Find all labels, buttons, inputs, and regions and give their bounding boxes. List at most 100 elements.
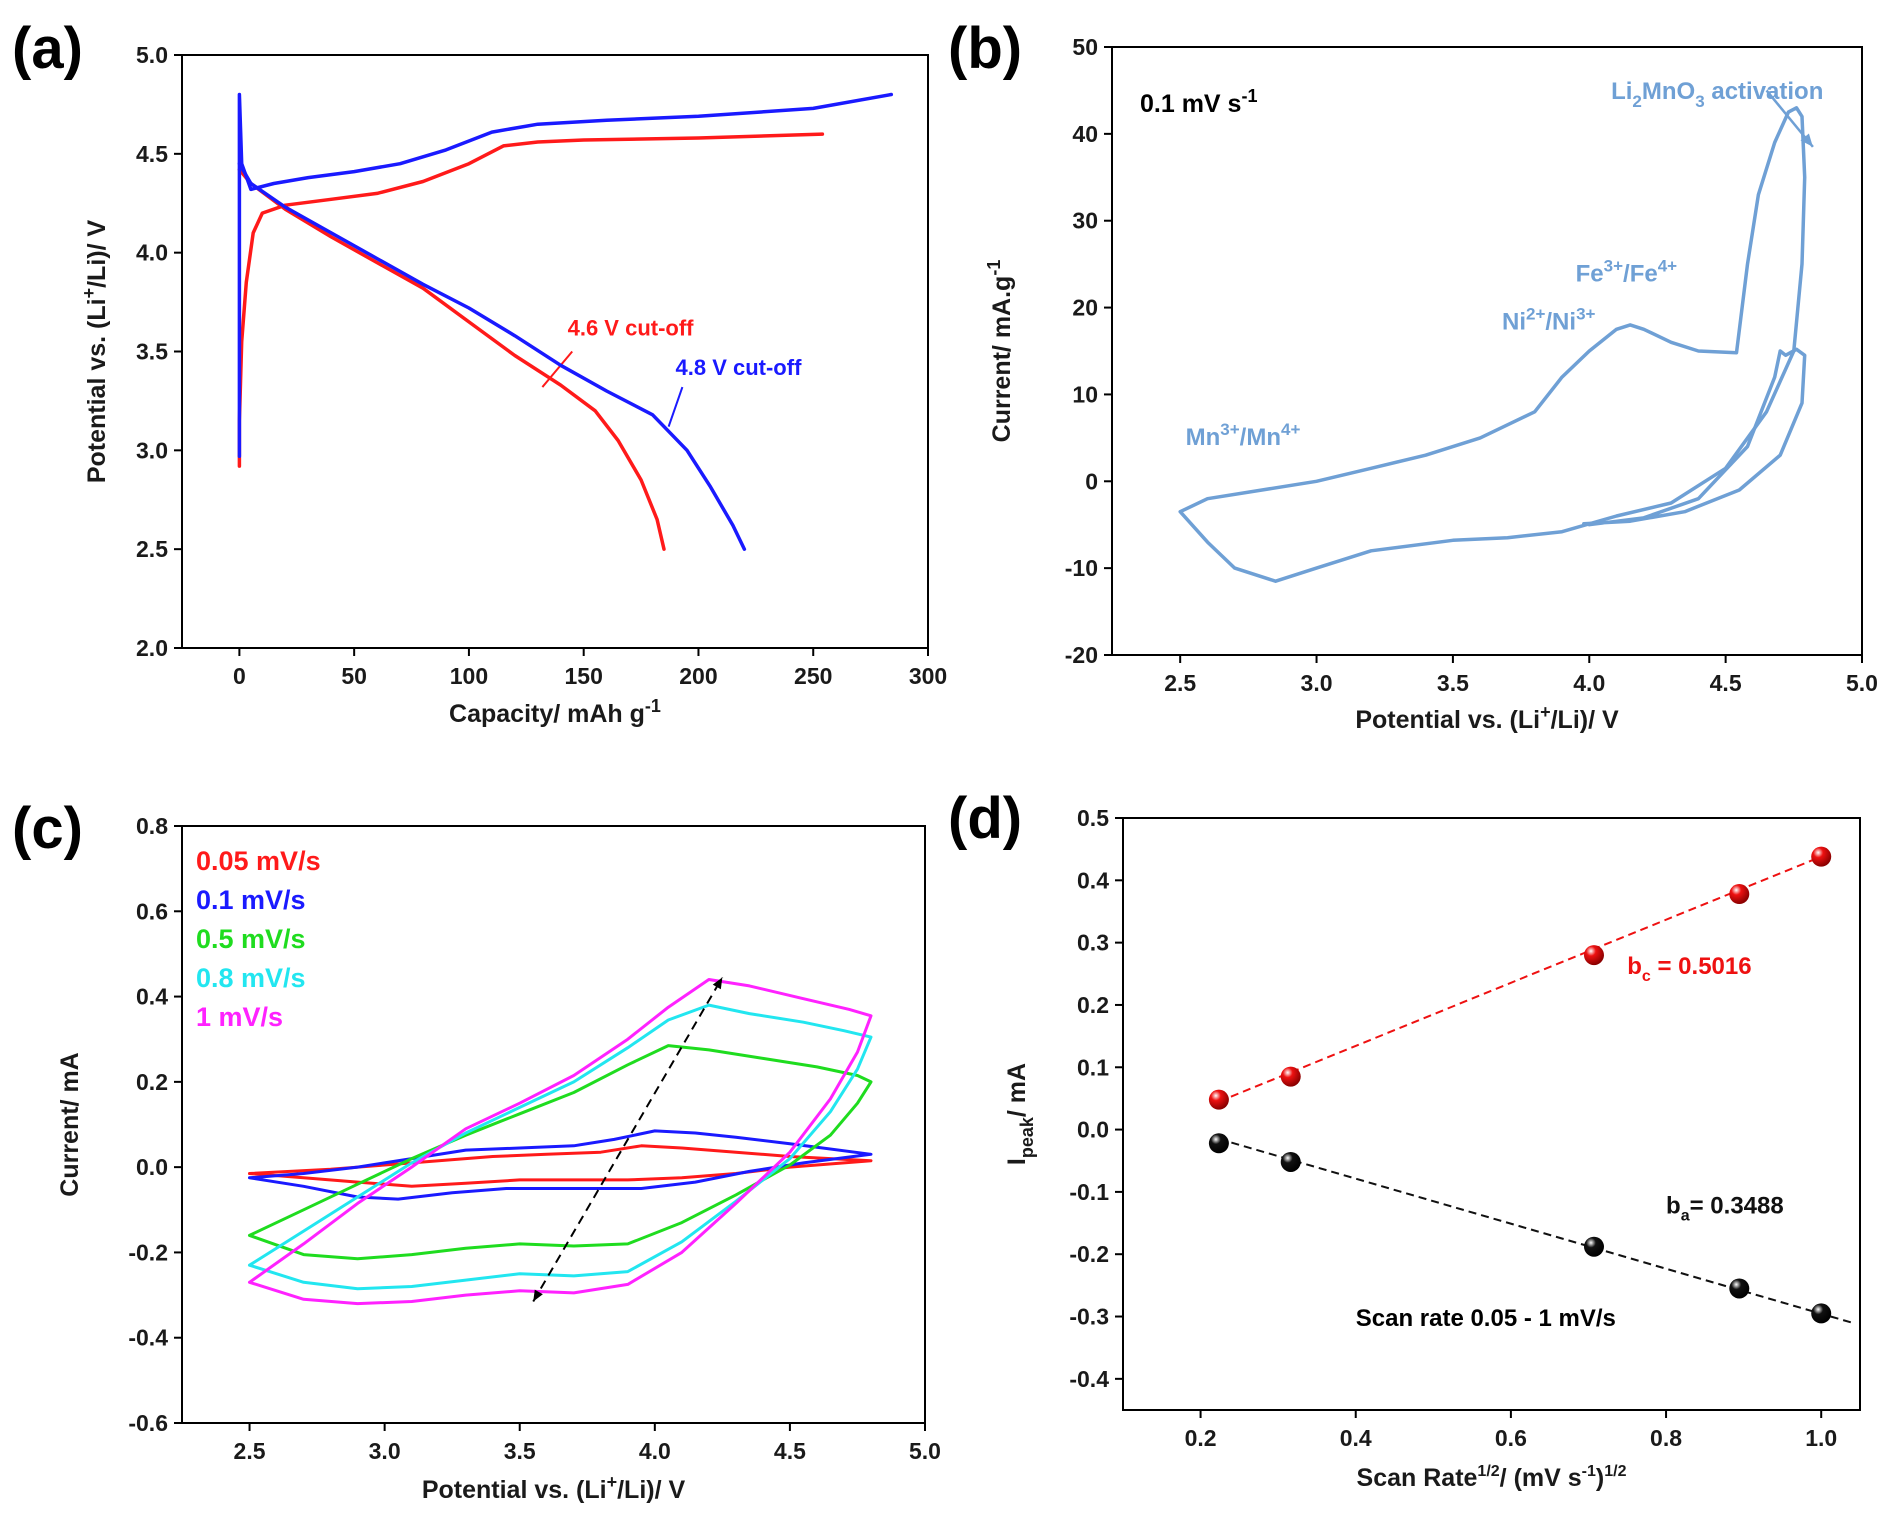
data-point bbox=[1811, 846, 1832, 867]
x-tick-label: 0.8 bbox=[1650, 1425, 1682, 1451]
data-point bbox=[1583, 945, 1604, 966]
series-1: 4.8 V cut-off bbox=[237, 92, 894, 551]
cv-loop-2 bbox=[248, 1044, 873, 1261]
y-tick-label: 0.5 bbox=[1077, 805, 1109, 831]
panel-b: 2.5 3.0 3.5 4.0 4.5 5.0 -20 -10 0 10 20 30 40 50 (b) 0.… bbox=[948, 16, 1878, 734]
y-tick-label: -0.4 bbox=[1069, 1366, 1109, 1392]
cv-curve-1 bbox=[1582, 347, 1807, 527]
y-tick-label: -0.3 bbox=[1069, 1304, 1109, 1330]
y-tick-label: 2.5 bbox=[136, 536, 168, 562]
slope-label: bc = 0.5016 bbox=[1627, 953, 1751, 985]
y-tick-label: 20 bbox=[1072, 295, 1098, 321]
data-point bbox=[1208, 1089, 1229, 1110]
peak-annotation: Fe3+/Fe4+ bbox=[1576, 257, 1678, 288]
data-point bbox=[1811, 1303, 1832, 1324]
x-tick-label: 5.0 bbox=[909, 1438, 941, 1464]
y-tick-label: 0.0 bbox=[136, 1154, 168, 1180]
plot-frame bbox=[181, 54, 929, 649]
y-tick-label: 5.0 bbox=[136, 42, 168, 68]
y-tick-label: 50 bbox=[1072, 34, 1098, 60]
trend-arrow bbox=[532, 976, 724, 1302]
y-tick-label: 0.6 bbox=[136, 898, 168, 924]
y-tick-label: 10 bbox=[1072, 381, 1098, 407]
x-tick-label: 4.5 bbox=[1710, 670, 1742, 696]
legend-entry: 0.05 mV/s bbox=[196, 846, 321, 876]
x-tick-label: 0.6 bbox=[1495, 1425, 1527, 1451]
x-tick-label: 100 bbox=[450, 663, 488, 689]
data-point bbox=[1729, 1278, 1750, 1299]
legend-entry: 0.5 mV/s bbox=[196, 924, 306, 954]
legend-entry: 0.1 mV/s bbox=[196, 885, 306, 915]
y-axis-label: Current/ mA bbox=[56, 1052, 84, 1196]
y-tick-label: 3.5 bbox=[136, 339, 168, 365]
trend-arrowhead-down bbox=[533, 1289, 543, 1302]
cv-loop-3 bbox=[248, 1003, 873, 1291]
x-tick-label: 1.0 bbox=[1805, 1425, 1837, 1451]
x-tick-label: 2.5 bbox=[1164, 670, 1196, 696]
panel-d: 0.2 0.4 0.6 0.8 1.0 -0.4 -0.3 -0.2 -0.1 0.0 0.1 0.2… bbox=[948, 786, 1861, 1492]
y-tick-label: 2.0 bbox=[136, 635, 168, 661]
y-tick-label: 4.0 bbox=[136, 240, 168, 266]
x-axis-label: Scan Rate1/2/ (mV s-1)1/2 bbox=[1357, 1463, 1627, 1492]
panel-label: (b) bbox=[948, 16, 1022, 81]
y-tick-label: 40 bbox=[1072, 121, 1098, 147]
peak-annotation: Ni2+/Ni3+ bbox=[1502, 304, 1596, 335]
data-point bbox=[1208, 1133, 1229, 1154]
slope-label: ba= 0.3488 bbox=[1666, 1193, 1784, 1225]
y-tick-label: 0.3 bbox=[1077, 930, 1109, 956]
y-tick-label: -0.6 bbox=[128, 1410, 168, 1436]
x-tick-label: 50 bbox=[341, 663, 367, 689]
cv-loop-0 bbox=[248, 1144, 873, 1188]
series-label: 4.8 V cut-off bbox=[676, 355, 803, 380]
plot-frame bbox=[1122, 817, 1861, 1411]
y-tick-label: 0.1 bbox=[1077, 1054, 1109, 1080]
charge-curve bbox=[237, 92, 894, 459]
y-tick-label: 0 bbox=[1085, 468, 1098, 494]
data-point bbox=[1280, 1151, 1301, 1172]
x-tick-label: 3.0 bbox=[369, 1438, 401, 1464]
cv-loop-1 bbox=[248, 1129, 873, 1201]
panel-a: 0 50 100 150 200 250 300 2.0 2.5 3.0 3.5 4.0 4.5 5.0 (… bbox=[12, 16, 947, 728]
peak-annotation: Mn3+/Mn4+ bbox=[1186, 420, 1301, 451]
cv-loop-4 bbox=[248, 978, 873, 1306]
data-point bbox=[1583, 1236, 1604, 1257]
y-tick-label: 0.2 bbox=[136, 1069, 168, 1095]
fit-line bbox=[1218, 855, 1822, 1103]
plot-frame bbox=[1111, 46, 1863, 656]
y-tick-label: -20 bbox=[1065, 642, 1098, 668]
plot-frame bbox=[181, 825, 926, 1424]
x-tick-label: 0.2 bbox=[1185, 1425, 1217, 1451]
cv-curve-0 bbox=[1178, 106, 1807, 583]
scan-rate-note: Scan rate 0.05 - 1 mV/s bbox=[1356, 1305, 1616, 1332]
y-tick-label: -0.1 bbox=[1069, 1179, 1109, 1205]
peak-annotation: Li2MnO3 activation bbox=[1611, 78, 1823, 111]
scan-rate-label: 0.1 mV s-1 bbox=[1140, 86, 1257, 118]
x-tick-label: 3.5 bbox=[504, 1438, 536, 1464]
trend-arrowhead-up bbox=[712, 977, 723, 990]
y-axis-label: Ipeak/ mA bbox=[1003, 1063, 1037, 1165]
panel-label: (d) bbox=[948, 786, 1022, 851]
data-point bbox=[1280, 1066, 1301, 1087]
x-tick-label: 150 bbox=[565, 663, 603, 689]
discharge-curve bbox=[237, 167, 666, 551]
y-tick-label: 0.0 bbox=[1077, 1117, 1109, 1143]
x-tick-label: 4.5 bbox=[774, 1438, 806, 1464]
y-tick-label: 0.8 bbox=[136, 813, 168, 839]
panel-label: (c) bbox=[12, 796, 83, 861]
x-tick-label: 4.0 bbox=[1573, 670, 1605, 696]
series-0: 4.6 V cut-off bbox=[237, 132, 825, 551]
x-tick-label: 0.4 bbox=[1340, 1425, 1372, 1451]
legend-entry: 0.8 mV/s bbox=[196, 963, 306, 993]
y-axis-label: Current/ mA.g-1 bbox=[984, 260, 1016, 443]
y-tick-label: 0.4 bbox=[136, 984, 168, 1010]
x-tick-label: 250 bbox=[794, 663, 832, 689]
legend-entry: 1 mV/s bbox=[196, 1002, 283, 1032]
y-tick-label: 0.4 bbox=[1077, 867, 1109, 893]
x-tick-label: 5.0 bbox=[1846, 670, 1878, 696]
y-axis-label: Potential vs. (Li+/Li)/ V bbox=[79, 220, 111, 484]
charge-curve bbox=[237, 132, 825, 468]
x-axis-label: Capacity/ mAh g-1 bbox=[449, 696, 661, 728]
x-tick-label: 300 bbox=[909, 663, 947, 689]
y-tick-label: -0.4 bbox=[128, 1325, 168, 1351]
